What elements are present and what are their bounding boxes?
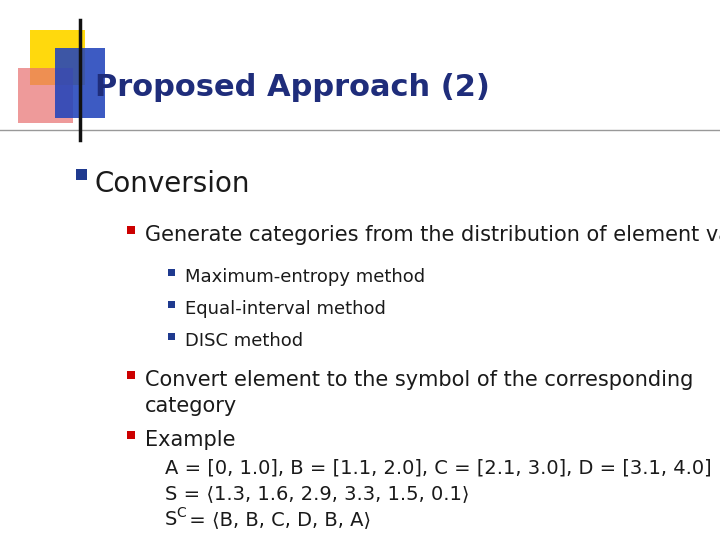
Bar: [30, 30, 85, 85]
Bar: [76, 168, 86, 179]
Text: S: S: [165, 510, 177, 529]
Text: Conversion: Conversion: [95, 170, 251, 198]
Text: = ⟨B, B, C, D, B, A⟩: = ⟨B, B, C, D, B, A⟩: [183, 510, 371, 529]
Bar: [18, 68, 73, 123]
Bar: [168, 300, 174, 307]
Text: Generate categories from the distribution of element values: Generate categories from the distributio…: [145, 225, 720, 245]
Text: Proposed Approach (2): Proposed Approach (2): [95, 73, 490, 103]
Bar: [127, 371, 135, 379]
Bar: [168, 268, 174, 275]
Bar: [127, 431, 135, 439]
Text: Example: Example: [145, 430, 235, 450]
Text: Convert element to the symbol of the corresponding
category: Convert element to the symbol of the cor…: [145, 370, 693, 416]
Text: DISC method: DISC method: [185, 332, 303, 350]
Bar: [168, 333, 174, 340]
Text: A = [0, 1.0], B = [1.1, 2.0], C = [2.1, 3.0], D = [3.1, 4.0]: A = [0, 1.0], B = [1.1, 2.0], C = [2.1, …: [165, 458, 711, 477]
Text: S = ⟨1.3, 1.6, 2.9, 3.3, 1.5, 0.1⟩: S = ⟨1.3, 1.6, 2.9, 3.3, 1.5, 0.1⟩: [165, 484, 469, 503]
Bar: [127, 226, 135, 234]
Bar: [55, 48, 105, 118]
Text: C: C: [176, 506, 186, 520]
Text: Equal-interval method: Equal-interval method: [185, 300, 386, 318]
Text: Maximum-entropy method: Maximum-entropy method: [185, 268, 425, 286]
